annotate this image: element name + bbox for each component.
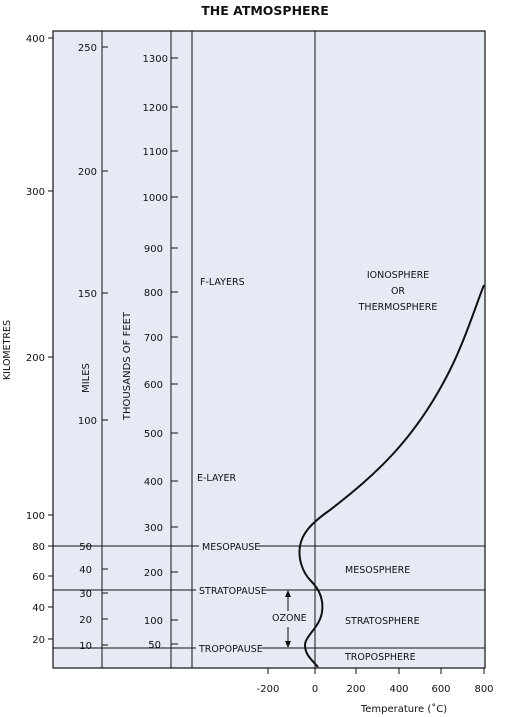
thermosphere-label: THERMOSPHERE — [358, 302, 438, 313]
tropopause-label: TROPOPAUSE — [198, 644, 263, 655]
km-tick-label: 20 — [32, 635, 45, 646]
feet-tick-label: 400 — [144, 477, 163, 488]
temperature-profile-curve — [298, 284, 485, 668]
km-tick-label: 300 — [26, 187, 45, 198]
miles-tick-label: 200 — [78, 167, 97, 178]
miles-tick-label: 150 — [78, 289, 97, 300]
feet-tick-label: 700 — [144, 333, 163, 344]
ozone-range-arrow — [285, 590, 291, 648]
e-layer-label: E-LAYER — [197, 473, 237, 484]
feet-tick-label: 1200 — [143, 103, 168, 114]
mesopause-label-bg — [199, 540, 259, 552]
feet-tick-label: 1100 — [143, 147, 168, 158]
km-tick-label: 100 — [26, 511, 45, 522]
km-tick-label: 60 — [32, 572, 45, 583]
stratosphere-label: STRATOSPHERE — [345, 616, 420, 627]
diagram-panel — [52, 30, 486, 669]
mesopause-label: MESOPAUSE — [202, 542, 260, 553]
mesosphere-label: MESOSPHERE — [345, 565, 410, 576]
km-axis: 20 40 60 80 100 200 300 400 — [26, 34, 53, 646]
miles-tick-label: 40 — [79, 565, 92, 576]
ionosphere-or-label: OR — [391, 286, 405, 297]
feet-tick-label: 50 — [148, 640, 161, 651]
temp-axis-label: Temperature (˚C) — [360, 703, 447, 715]
temperature-axis: -200 0 200 400 600 800 Temperature (˚C) — [257, 668, 494, 715]
ionosphere-label: IONOSPHERE — [367, 270, 429, 281]
stratopause-label: STRATOPAUSE — [199, 586, 267, 597]
troposphere-label: TROPOSPHERE — [344, 652, 416, 663]
miles-axis: 10 20 30 40 50 100 150 200 250 — [78, 43, 108, 652]
feet-tick-label: 600 — [144, 380, 163, 391]
feet-tick-label: 900 — [144, 244, 163, 255]
feet-tick-label: 200 — [144, 568, 163, 579]
km-tick-label: 400 — [26, 34, 45, 45]
tropopause-label-bg — [196, 642, 262, 654]
temp-tick-label: 600 — [431, 684, 450, 695]
miles-tick-label: 20 — [79, 615, 92, 626]
miles-tick-label: 50 — [79, 542, 92, 553]
km-axis-label: KILOMETRES — [2, 320, 13, 380]
feet-tick-label: 300 — [144, 523, 163, 534]
temp-tick-label: 400 — [389, 684, 408, 695]
km-tick-label: 40 — [32, 603, 45, 614]
feet-axis: 50 100 200 300 400 500 600 700 800 900 1… — [143, 54, 178, 651]
temp-tick-label: -200 — [257, 684, 280, 695]
feet-tick-label: 800 — [144, 288, 163, 299]
feet-tick-label: 1000 — [143, 193, 168, 204]
miles-tick-label: 30 — [79, 589, 92, 600]
km-tick-label: 200 — [26, 353, 45, 364]
diagram-title: THE ATMOSPHERE — [201, 3, 329, 18]
miles-tick-label: 250 — [78, 43, 97, 54]
temp-tick-label: 800 — [474, 684, 493, 695]
miles-tick-label: 10 — [79, 641, 92, 652]
feet-axis-label: THOUSANDS OF FEET — [122, 311, 133, 421]
km-tick-label: 80 — [32, 542, 45, 553]
f-layers-label: F-LAYERS — [200, 277, 245, 288]
ozone-label: OZONE — [272, 613, 307, 624]
feet-tick-label: 100 — [144, 616, 163, 627]
temp-tick-label: 0 — [312, 684, 318, 695]
miles-axis-label: MILES — [81, 363, 92, 393]
stratopause-label-bg — [196, 584, 266, 596]
feet-tick-label: 1300 — [143, 54, 168, 65]
feet-tick-label: 500 — [144, 429, 163, 440]
miles-tick-label: 100 — [78, 416, 97, 427]
temp-tick-label: 200 — [346, 684, 365, 695]
